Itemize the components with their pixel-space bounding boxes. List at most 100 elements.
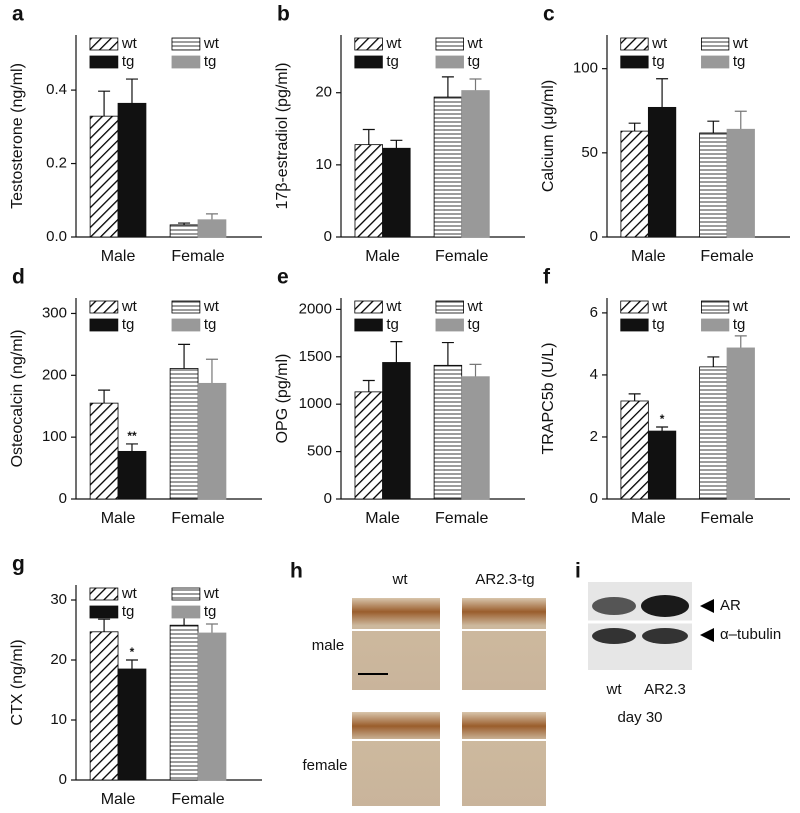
error-bar [628, 122, 641, 132]
error-bar [125, 78, 138, 104]
legend-swatch [701, 37, 730, 51]
bar [620, 130, 649, 238]
error-bar [205, 358, 218, 384]
bar-chart: d Osteocalcin (ng/ml) 0 100 200 300 Male Female… [9, 266, 262, 527]
band-label: AR [720, 597, 741, 614]
error-bar [178, 343, 191, 369]
legend-swatch [701, 318, 730, 332]
legend-label: tg [733, 316, 746, 333]
y-tick-label: 50 [581, 144, 598, 161]
legend-label: wt [121, 585, 138, 602]
bar [197, 382, 227, 500]
x-tick-label: Female [435, 248, 488, 265]
legend-swatch [701, 300, 730, 314]
legend-label: wt [385, 298, 402, 315]
error-bar [362, 128, 375, 145]
y-tick-label: 0 [324, 490, 332, 507]
legend-swatch [171, 587, 201, 601]
band [642, 628, 688, 644]
x-tick-label: Female [435, 510, 488, 527]
legend-swatch [171, 605, 201, 619]
significance-label: * [660, 412, 665, 426]
x-tick-label: Female [171, 248, 224, 265]
column-label: AR2.3-tg [475, 571, 534, 588]
legend-label: wt [203, 35, 220, 52]
x-tick-label: Male [631, 248, 666, 265]
y-tick-label: 10 [50, 711, 67, 728]
y-tick-label: 0.4 [46, 81, 67, 98]
error-bar [734, 110, 747, 130]
legend-label: tg [204, 316, 217, 333]
bar [382, 362, 411, 500]
y-tick-label: 0.0 [46, 228, 67, 245]
legend-label: wt [651, 298, 668, 315]
y-tick-label: 6 [590, 304, 598, 321]
significance-label: * [130, 645, 135, 659]
legend-label: tg [468, 53, 481, 70]
error-bar [707, 120, 720, 133]
legend-label: tg [386, 316, 399, 333]
error-bar [98, 389, 111, 404]
y-tick-label: 200 [42, 366, 67, 383]
legend-label: wt [467, 298, 484, 315]
bar [117, 668, 147, 781]
x-tick-label: Female [700, 510, 753, 527]
row-label: female [302, 757, 347, 774]
legend-swatch [354, 55, 383, 69]
legend-label: tg [122, 603, 135, 620]
y-tick-label: 20 [315, 84, 332, 101]
y-tick-label: 0 [59, 490, 67, 507]
bar [433, 364, 463, 500]
y-tick-label: 2 [590, 428, 598, 445]
y-tick-label: 20 [50, 651, 67, 668]
bar [647, 106, 677, 238]
legend-label: wt [385, 35, 402, 52]
x-tick-label: Male [365, 248, 400, 265]
y-tick-label: 10 [315, 156, 332, 173]
legend-swatch [435, 37, 464, 51]
blot-panel: i AR α–tubulin wt AR2.3 day 30 [575, 560, 781, 726]
error-bar [362, 379, 375, 392]
legend-swatch [171, 318, 201, 332]
legend-label: tg [122, 53, 135, 70]
bar [117, 102, 147, 238]
error-bar [390, 341, 403, 363]
legend-label: wt [121, 35, 138, 52]
bar-chart: a Testosterone (ng/ml) 0.0 0.2 0.4 Male Female… [9, 3, 262, 265]
micrograph [352, 598, 440, 690]
legend-swatch [354, 318, 383, 332]
y-axis-label: OPG (pg/ml) [274, 354, 291, 444]
y-tick-label: 300 [42, 304, 67, 321]
y-axis-label: 17β-estradiol (pg/ml) [274, 62, 291, 209]
legend-label: wt [467, 35, 484, 52]
error-bar [205, 623, 218, 633]
error-bar [205, 213, 218, 220]
bar [89, 115, 119, 238]
x-tick-label: Female [171, 791, 224, 808]
y-tick-label: 500 [307, 443, 332, 460]
y-tick-label: 0 [590, 228, 598, 245]
bar [197, 632, 227, 781]
y-axis-label: Calcium (μg/ml) [540, 80, 557, 192]
y-tick-label: 30 [50, 591, 67, 608]
y-axis-label: Osteocalcin (ng/ml) [9, 330, 26, 468]
y-tick-label: 0 [324, 228, 332, 245]
bar [89, 631, 119, 781]
bar [461, 90, 490, 238]
bar [461, 376, 490, 500]
bar [354, 144, 383, 238]
legend-swatch [89, 605, 119, 619]
legend-label: tg [204, 53, 217, 70]
panel-letter: a [12, 3, 24, 26]
y-tick-label: 1500 [299, 348, 332, 365]
y-tick-label: 1000 [299, 395, 332, 412]
band [592, 628, 636, 644]
panel-letter: e [277, 266, 289, 289]
bar [382, 147, 411, 238]
x-tick-label: Male [631, 510, 666, 527]
x-tick-label: Male [365, 510, 400, 527]
bar [699, 132, 728, 238]
